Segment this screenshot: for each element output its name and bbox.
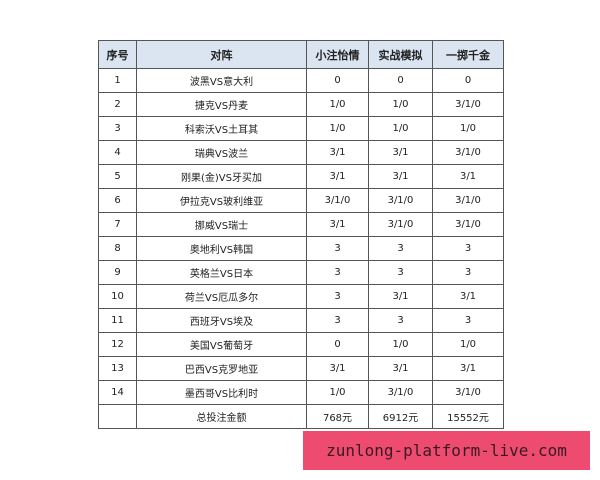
row-match: 刚果(金)VS牙买加 xyxy=(136,164,307,189)
row-index: 8 xyxy=(98,236,137,261)
table-header-row: 序号 对阵 小注怡情 实战模拟 一掷千金 xyxy=(98,40,504,69)
betting-table: 序号 对阵 小注怡情 实战模拟 一掷千金 1 波黑VS意大利 0 0 0 2 捷克VS丹麦 1… xyxy=(98,40,504,429)
table-row: 10 荷兰VS厄瓜多尔 3 3/1 3/1 xyxy=(98,284,504,309)
row-sim: 3/1 xyxy=(368,356,433,381)
table-row: 4 瑞典VS波兰 3/1 3/1 3/1/0 xyxy=(98,140,504,165)
row-big: 3/1/0 xyxy=(432,380,504,405)
row-match: 奥地利VS韩国 xyxy=(136,236,307,261)
row-index: 1 xyxy=(98,68,137,93)
row-big: 1/0 xyxy=(432,116,504,141)
row-small: 1/0 xyxy=(306,116,369,141)
row-index: 14 xyxy=(98,380,137,405)
table-row: 6 伊拉克VS玻利维亚 3/1/0 3/1/0 3/1/0 xyxy=(98,188,504,213)
row-small: 0 xyxy=(306,332,369,357)
row-match: 总投注金额 xyxy=(136,404,307,429)
row-match: 美国VS葡萄牙 xyxy=(136,332,307,357)
watermark-banner: zunlong-platform-live.com xyxy=(303,431,590,470)
row-small: 1/0 xyxy=(306,92,369,117)
row-index: 6 xyxy=(98,188,137,213)
table-row: 14 墨西哥VS比利时 1/0 3/1/0 3/1/0 xyxy=(98,380,504,405)
row-sim: 1/0 xyxy=(368,332,433,357)
row-big: 3/1/0 xyxy=(432,188,504,213)
row-big: 3/1 xyxy=(432,284,504,309)
row-big: 3/1/0 xyxy=(432,140,504,165)
row-index: 11 xyxy=(98,308,137,333)
row-small: 3 xyxy=(306,284,369,309)
header-index: 序号 xyxy=(98,40,137,69)
table-row: 9 英格兰VS日本 3 3 3 xyxy=(98,260,504,285)
row-big: 3/1 xyxy=(432,164,504,189)
row-small: 3 xyxy=(306,260,369,285)
row-sim: 0 xyxy=(368,68,433,93)
table-row: 1 波黑VS意大利 0 0 0 xyxy=(98,68,504,93)
row-small: 1/0 xyxy=(306,380,369,405)
table-row: 13 巴西VS克罗地亚 3/1 3/1 3/1 xyxy=(98,356,504,381)
table-row: 11 西班牙VS埃及 3 3 3 xyxy=(98,308,504,333)
row-sim: 3/1 xyxy=(368,284,433,309)
row-match: 挪威VS瑞士 xyxy=(136,212,307,237)
row-sim: 3/1 xyxy=(368,164,433,189)
row-match: 巴西VS克罗地亚 xyxy=(136,356,307,381)
header-match: 对阵 xyxy=(136,40,307,69)
header-big: 一掷千金 xyxy=(432,40,504,69)
row-small: 3/1 xyxy=(306,140,369,165)
row-index: 13 xyxy=(98,356,137,381)
table-row: 2 捷克VS丹麦 1/0 1/0 3/1/0 xyxy=(98,92,504,117)
row-match: 科索沃VS土耳其 xyxy=(136,116,307,141)
row-small: 3/1 xyxy=(306,164,369,189)
table-row: 3 科索沃VS土耳其 1/0 1/0 1/0 xyxy=(98,116,504,141)
header-sim: 实战模拟 xyxy=(368,40,433,69)
row-big: 0 xyxy=(432,68,504,93)
row-big: 3 xyxy=(432,308,504,333)
row-sim: 3 xyxy=(368,308,433,333)
row-small: 3 xyxy=(306,308,369,333)
row-small: 0 xyxy=(306,68,369,93)
row-match: 英格兰VS日本 xyxy=(136,260,307,285)
row-index: 12 xyxy=(98,332,137,357)
row-big: 3/1/0 xyxy=(432,92,504,117)
row-index: 10 xyxy=(98,284,137,309)
row-sim: 3/1/0 xyxy=(368,380,433,405)
table-row: 5 刚果(金)VS牙买加 3/1 3/1 3/1 xyxy=(98,164,504,189)
row-match: 瑞典VS波兰 xyxy=(136,140,307,165)
row-sim: 6912元 xyxy=(368,404,433,429)
row-index: 2 xyxy=(98,92,137,117)
row-sim: 3/1/0 xyxy=(368,188,433,213)
row-index: 7 xyxy=(98,212,137,237)
row-small: 3/1/0 xyxy=(306,188,369,213)
row-index: 4 xyxy=(98,140,137,165)
row-match: 荷兰VS厄瓜多尔 xyxy=(136,284,307,309)
row-match: 墨西哥VS比利时 xyxy=(136,380,307,405)
row-sim: 3/1 xyxy=(368,140,433,165)
table-row: 12 美国VS葡萄牙 0 1/0 1/0 xyxy=(98,332,504,357)
row-big: 15552元 xyxy=(432,404,504,429)
header-small: 小注怡情 xyxy=(306,40,369,69)
table-row: 7 挪威VS瑞士 3/1 3/1/0 3/1/0 xyxy=(98,212,504,237)
row-big: 1/0 xyxy=(432,332,504,357)
row-sim: 3 xyxy=(368,260,433,285)
row-small: 3/1 xyxy=(306,356,369,381)
total-row: 总投注金额 768元 6912元 15552元 xyxy=(98,404,504,429)
row-index: 5 xyxy=(98,164,137,189)
row-big: 3/1 xyxy=(432,356,504,381)
row-sim: 1/0 xyxy=(368,116,433,141)
row-match: 西班牙VS埃及 xyxy=(136,308,307,333)
row-small: 768元 xyxy=(306,404,369,429)
row-index: 3 xyxy=(98,116,137,141)
row-match: 伊拉克VS玻利维亚 xyxy=(136,188,307,213)
row-big: 3/1/0 xyxy=(432,212,504,237)
row-index: 9 xyxy=(98,260,137,285)
row-big: 3 xyxy=(432,236,504,261)
row-index xyxy=(98,404,137,429)
row-sim: 3/1/0 xyxy=(368,212,433,237)
row-match: 捷克VS丹麦 xyxy=(136,92,307,117)
row-sim: 3 xyxy=(368,236,433,261)
row-small: 3/1 xyxy=(306,212,369,237)
table-row: 8 奥地利VS韩国 3 3 3 xyxy=(98,236,504,261)
row-match: 波黑VS意大利 xyxy=(136,68,307,93)
row-big: 3 xyxy=(432,260,504,285)
row-small: 3 xyxy=(306,236,369,261)
row-sim: 1/0 xyxy=(368,92,433,117)
